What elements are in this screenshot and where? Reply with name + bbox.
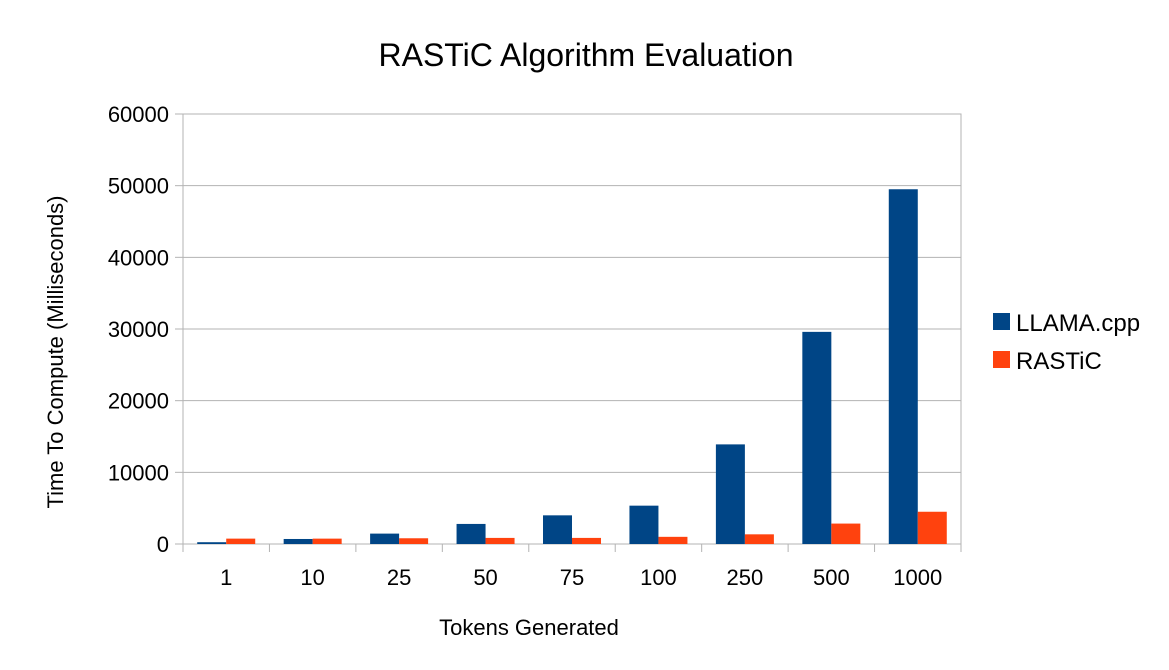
bar-rastic-1000 — [917, 511, 947, 544]
bar-llama-cpp-10 — [283, 538, 313, 544]
bar-llama-cpp-1 — [197, 542, 227, 544]
x-tick-label: 100 — [640, 565, 677, 590]
chart-title: RASTiC Algorithm Evaluation — [379, 37, 794, 73]
legend-swatch — [993, 313, 1010, 330]
x-axis-title: Tokens Generated — [439, 615, 619, 640]
legend: LLAMA.cpp RASTiC — [993, 310, 1140, 375]
bars — [197, 189, 947, 544]
bar-rastic-75 — [572, 537, 601, 544]
y-axis-title: Time To Compute (Milliseconds) — [43, 196, 68, 509]
bar-rastic-500 — [831, 523, 861, 544]
y-tick-label: 0 — [157, 532, 169, 557]
bar-rastic-250 — [744, 534, 774, 544]
bar-llama-cpp-50 — [456, 523, 486, 544]
x-tick-label: 1000 — [893, 565, 942, 590]
bar-llama-cpp-75 — [543, 515, 572, 544]
legend-label: RASTiC — [1016, 348, 1102, 375]
bar-llama-cpp-250 — [715, 444, 745, 544]
bar-rastic-1 — [226, 538, 256, 544]
y-tick-label: 60000 — [108, 102, 169, 127]
x-tick-label: 250 — [727, 565, 764, 590]
x-tick-label: 50 — [473, 565, 497, 590]
axes: 0 10000 20000 30000 40000 50000 60000 1 10 25 50 75… — [108, 102, 962, 590]
bar-llama-cpp-500 — [802, 331, 832, 544]
y-tick-label: 10000 — [108, 460, 169, 485]
x-tick-label: 75 — [560, 565, 584, 590]
y-tick-label: 20000 — [108, 389, 169, 414]
bar-rastic-100 — [658, 536, 688, 544]
bar-llama-cpp-1000 — [888, 189, 918, 544]
x-tick-label: 1 — [220, 565, 232, 590]
bar-rastic-25 — [399, 538, 429, 544]
bar-llama-cpp-100 — [629, 505, 659, 544]
legend-label: LLAMA.cpp — [1016, 310, 1140, 337]
bar-rastic-50 — [485, 537, 515, 544]
y-tick-label: 50000 — [108, 174, 169, 199]
x-tick-label: 25 — [387, 565, 411, 590]
y-tick-label: 30000 — [108, 317, 169, 342]
bar-llama-cpp-25 — [370, 533, 400, 544]
y-tick-label: 40000 — [108, 245, 169, 270]
x-tick-label: 500 — [813, 565, 850, 590]
legend-swatch — [993, 351, 1010, 368]
gridlines — [183, 113, 961, 545]
x-tick-label: 10 — [300, 565, 324, 590]
bar-rastic-10 — [312, 538, 342, 544]
